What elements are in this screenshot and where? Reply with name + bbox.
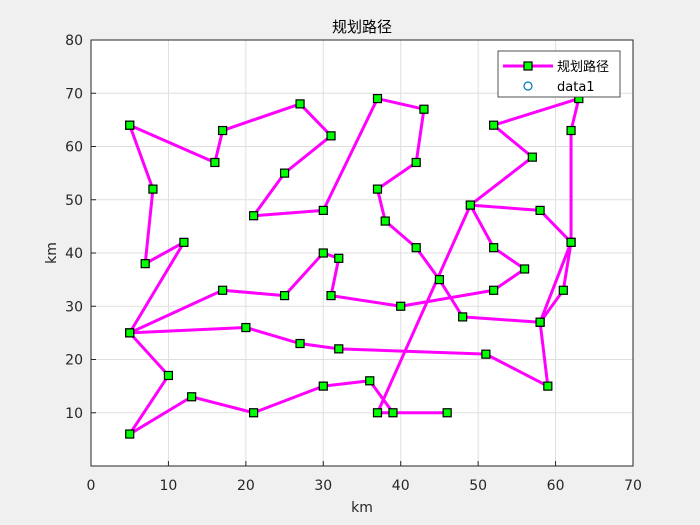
route-point-marker: [295, 99, 305, 109]
legend: 规划路径 data1: [497, 50, 621, 98]
route-point-marker: [179, 237, 189, 247]
route-point-marker: [218, 285, 228, 295]
route-point-marker: [396, 301, 406, 311]
route-point-marker: [535, 205, 545, 215]
route-point-marker: [543, 381, 553, 391]
y-tick-label: 50: [65, 193, 83, 209]
route-point-marker: [318, 381, 328, 391]
route-point-marker: [527, 152, 537, 162]
x-tick-label: 20: [237, 478, 255, 494]
legend-route-marker: [523, 61, 533, 71]
x-tick-label: 50: [469, 478, 487, 494]
route-point-marker: [163, 370, 174, 381]
route-point-marker: [210, 157, 220, 168]
route-point-marker: [318, 248, 328, 258]
y-tick-label: 60: [65, 140, 83, 156]
route-point-marker: [558, 285, 568, 295]
route-point-marker: [326, 291, 336, 301]
legend-box: [497, 50, 621, 98]
route-point-marker: [458, 312, 468, 322]
route-point-marker: [519, 264, 530, 274]
route-point-marker: [489, 285, 499, 295]
y-axis: 10 20 30 40 50 60 70 80: [65, 33, 96, 422]
route-point-marker: [125, 429, 135, 439]
route-point-marker: [481, 349, 491, 359]
legend-data1-label: data1: [557, 80, 595, 95]
x-tick-label: 40: [392, 478, 410, 494]
route-point-marker: [566, 125, 576, 136]
y-tick-label: 30: [65, 299, 83, 315]
route-point-marker: [218, 125, 228, 136]
route-point-marker: [489, 243, 499, 253]
y-tick-label: 70: [65, 86, 83, 102]
route-point-marker: [388, 408, 398, 418]
x-axis-label: km: [351, 500, 373, 516]
chart-title: 规划路径: [332, 18, 392, 36]
route-point-marker: [279, 168, 290, 178]
x-tick-label: 10: [160, 478, 178, 494]
route-point-marker: [465, 200, 475, 210]
route-point-marker: [411, 243, 421, 253]
route-point-marker: [434, 275, 445, 285]
route-point-marker: [442, 408, 452, 418]
y-tick-label: 40: [65, 246, 83, 262]
route-point-marker: [125, 120, 135, 130]
x-axis: 0 10 20 30 40 50 60 70: [87, 461, 642, 494]
route-point-marker: [318, 205, 328, 215]
y-axis-label: km: [44, 242, 60, 264]
route-point-marker: [372, 408, 383, 418]
route-point-marker: [411, 157, 421, 168]
route-point-marker: [365, 376, 375, 386]
route-point-marker: [125, 328, 135, 338]
route-point-marker: [489, 120, 499, 130]
route-point-marker: [372, 93, 383, 104]
route-point-marker: [380, 216, 390, 226]
y-tick-label: 10: [65, 406, 83, 422]
route-point-marker: [187, 392, 197, 402]
route-point-marker: [249, 408, 259, 418]
x-tick-label: 0: [87, 478, 96, 494]
y-tick-label: 20: [65, 353, 83, 369]
y-tick-label: 80: [65, 33, 83, 49]
route-point-marker: [279, 291, 290, 301]
route-point-marker: [566, 237, 576, 247]
route-point-marker: [419, 104, 429, 114]
route-point-marker: [148, 184, 158, 194]
route-point-marker: [535, 317, 545, 327]
route-path-series: [125, 93, 584, 439]
route-point-marker: [372, 184, 383, 194]
legend-data1-marker: [523, 81, 533, 91]
route-point-marker: [295, 338, 305, 349]
route-point-marker: [241, 322, 251, 333]
route-point-marker: [334, 344, 344, 354]
route-point-marker: [326, 131, 336, 141]
x-tick-label: 30: [314, 478, 332, 494]
x-tick-label: 60: [547, 478, 565, 494]
x-tick-label: 70: [624, 478, 642, 494]
route-point-marker: [249, 211, 259, 221]
route-point-marker: [140, 259, 150, 269]
route-point-marker: [334, 253, 344, 263]
legend-route-label: 规划路径: [557, 59, 609, 75]
